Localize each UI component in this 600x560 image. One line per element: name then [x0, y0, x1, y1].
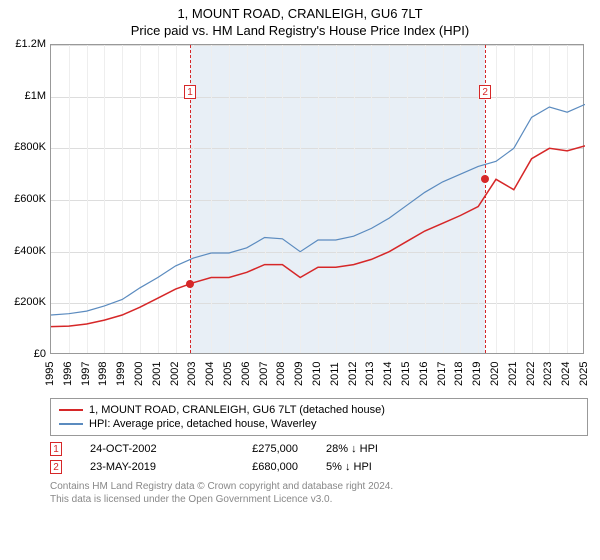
- x-tick-label: 2024: [560, 362, 572, 386]
- legend-label-property: 1, MOUNT ROAD, CRANLEIGH, GU6 7LT (detac…: [89, 404, 385, 416]
- sale-marker-box-2: 2: [479, 85, 491, 99]
- x-tick-label: 2009: [293, 362, 305, 386]
- x-tick-label: 2016: [418, 362, 430, 386]
- y-tick-label: £800K: [14, 141, 46, 153]
- footer-line-1: Contains HM Land Registry data © Crown c…: [50, 480, 588, 493]
- x-tick-label: 2010: [311, 362, 323, 386]
- sale-row-2: 2 23-MAY-2019 £680,000 5% ↓ HPI: [50, 460, 588, 474]
- x-tick-label: 1995: [44, 362, 56, 386]
- x-tick-label: 2020: [489, 362, 501, 386]
- x-tick-label: 2004: [204, 362, 216, 386]
- legend-swatch-property: [59, 409, 83, 411]
- series-property: [51, 146, 585, 327]
- x-tick-label: 2015: [400, 362, 412, 386]
- x-tick-label: 2019: [471, 362, 483, 386]
- legend-label-hpi: HPI: Average price, detached house, Wave…: [89, 418, 316, 430]
- page-subtitle: Price paid vs. HM Land Registry's House …: [6, 23, 594, 38]
- x-tick-label: 2000: [133, 362, 145, 386]
- sale-dot: [481, 175, 489, 183]
- legend-swatch-hpi: [59, 423, 83, 425]
- footer: Contains HM Land Registry data © Crown c…: [50, 480, 588, 506]
- x-tick-label: 1996: [62, 362, 74, 386]
- x-tick-label: 2014: [382, 362, 394, 386]
- y-tick-label: £600K: [14, 193, 46, 205]
- page-title: 1, MOUNT ROAD, CRANLEIGH, GU6 7LT: [6, 6, 594, 21]
- x-tick-label: 2018: [453, 362, 465, 386]
- x-tick-label: 1998: [97, 362, 109, 386]
- y-tick-label: £1M: [25, 90, 46, 102]
- sale-date-1: 24-OCT-2002: [90, 443, 190, 455]
- plot-area: 12: [50, 44, 584, 354]
- x-tick-label: 2013: [364, 362, 376, 386]
- y-axis: £0£200K£400K£600K£800K£1M£1.2M: [6, 44, 48, 354]
- x-tick-label: 2017: [436, 362, 448, 386]
- sale-date-2: 23-MAY-2019: [90, 461, 190, 473]
- sale-row-1: 1 24-OCT-2002 £275,000 28% ↓ HPI: [50, 442, 588, 456]
- x-tick-label: 2008: [275, 362, 287, 386]
- x-tick-label: 2023: [542, 362, 554, 386]
- x-tick-label: 2002: [169, 362, 181, 386]
- sale-delta-1: 28% ↓ HPI: [326, 443, 416, 455]
- sale-price-1: £275,000: [218, 443, 298, 455]
- y-tick-label: £200K: [14, 296, 46, 308]
- x-axis: 1995199619971998199920002001200220032004…: [50, 356, 584, 396]
- y-tick-label: £1.2M: [15, 38, 46, 50]
- x-tick-label: 2001: [151, 362, 163, 386]
- x-tick-label: 2011: [329, 362, 341, 386]
- y-tick-label: £0: [34, 348, 46, 360]
- sale-dot: [186, 280, 194, 288]
- x-tick-label: 2005: [222, 362, 234, 386]
- x-tick-label: 2025: [578, 362, 590, 386]
- chart-container: 1, MOUNT ROAD, CRANLEIGH, GU6 7LT Price …: [0, 0, 600, 512]
- sale-table: 1 24-OCT-2002 £275,000 28% ↓ HPI 2 23-MA…: [50, 442, 588, 474]
- chart-wrap: £0£200K£400K£600K£800K£1M£1.2M 12 199519…: [6, 44, 594, 394]
- legend: 1, MOUNT ROAD, CRANLEIGH, GU6 7LT (detac…: [50, 398, 588, 436]
- sale-marker-2: 2: [50, 460, 62, 474]
- sale-price-2: £680,000: [218, 461, 298, 473]
- series-hpi: [51, 104, 585, 315]
- legend-item-property: 1, MOUNT ROAD, CRANLEIGH, GU6 7LT (detac…: [59, 404, 579, 416]
- x-tick-label: 2012: [347, 362, 359, 386]
- plot-svg: [51, 45, 585, 355]
- y-tick-label: £400K: [14, 245, 46, 257]
- x-tick-label: 1999: [115, 362, 127, 386]
- sale-delta-2: 5% ↓ HPI: [326, 461, 416, 473]
- legend-item-hpi: HPI: Average price, detached house, Wave…: [59, 418, 579, 430]
- x-tick-label: 2006: [240, 362, 252, 386]
- x-tick-label: 2022: [525, 362, 537, 386]
- x-tick-label: 2021: [507, 362, 519, 386]
- sale-marker-box-1: 1: [184, 85, 196, 99]
- footer-line-2: This data is licensed under the Open Gov…: [50, 493, 588, 506]
- sale-marker-1: 1: [50, 442, 62, 456]
- x-tick-label: 2003: [186, 362, 198, 386]
- x-tick-label: 2007: [258, 362, 270, 386]
- x-tick-label: 1997: [80, 362, 92, 386]
